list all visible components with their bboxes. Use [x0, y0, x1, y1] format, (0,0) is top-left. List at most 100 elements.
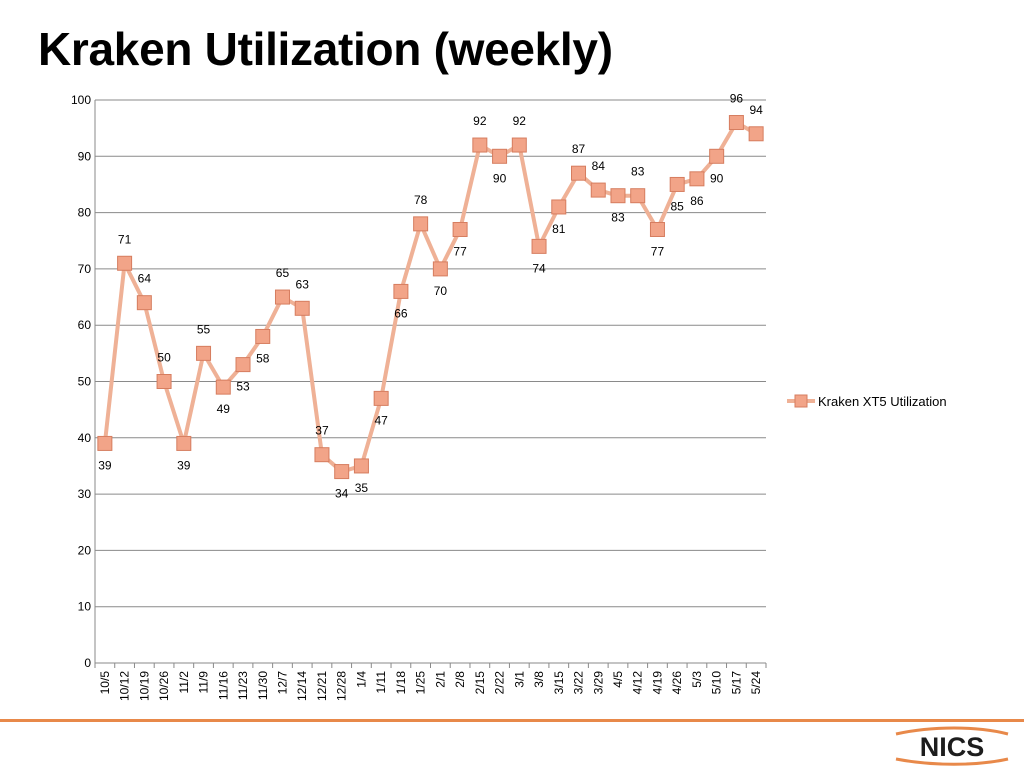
data-label: 74 [532, 261, 546, 275]
data-label: 65 [276, 266, 290, 280]
x-tick-label: 4/12 [631, 671, 645, 695]
data-label: 53 [236, 380, 250, 394]
x-tick-label: 12/21 [315, 671, 329, 701]
x-tick-label: 1/25 [414, 671, 428, 695]
legend-marker-swatch [794, 394, 808, 408]
x-tick-label: 2/22 [493, 671, 507, 695]
data-label: 37 [315, 424, 329, 438]
data-point-marker [630, 188, 646, 204]
data-point-marker [413, 216, 429, 232]
data-point-marker [432, 261, 448, 277]
data-label: 39 [98, 458, 112, 472]
data-point-marker [136, 295, 152, 311]
data-point-marker [728, 115, 744, 131]
data-label: 39 [177, 458, 191, 472]
data-point-marker [255, 328, 271, 344]
data-point-marker [274, 289, 290, 305]
data-point-marker [373, 390, 389, 406]
data-label: 35 [355, 481, 369, 495]
data-label: 96 [730, 92, 744, 106]
x-tick-label: 2/1 [433, 671, 447, 688]
data-point-marker [156, 374, 172, 389]
data-label: 94 [749, 103, 763, 117]
x-tick-label: 11/30 [256, 671, 270, 700]
data-label: 83 [611, 211, 625, 225]
x-tick-label: 12/14 [295, 671, 309, 701]
y-tick-label: 30 [78, 487, 92, 501]
x-tick-label: 11/9 [197, 671, 211, 694]
data-label: 55 [197, 322, 211, 336]
x-tick-label: 3/15 [552, 671, 566, 695]
footer-divider [0, 719, 1024, 722]
slide-title: Kraken Utilization (weekly) [38, 23, 613, 75]
x-tick-label: 11/16 [216, 671, 230, 700]
y-tick-label: 80 [78, 206, 92, 220]
data-point-marker [689, 171, 705, 187]
x-tick-label: 1/4 [354, 671, 368, 688]
nics-logo: NICS [895, 726, 1009, 766]
y-axis-tick-labels: 0 10 20 30 40 50 60 70 80 90 100 [71, 93, 91, 670]
y-tick-label: 40 [78, 431, 92, 445]
legend: Kraken XT5 Utilization [787, 394, 947, 409]
data-point-marker [472, 137, 488, 153]
data-labels: 39 71 64 50 39 55 49 53 58 65 63 37 34 35 47 66 78 70 77 92… [98, 92, 763, 501]
data-point-marker [196, 345, 212, 361]
y-tick-label: 100 [71, 93, 91, 107]
data-label: 78 [414, 193, 428, 207]
x-tick-label: 4/26 [670, 671, 684, 695]
data-label: 77 [651, 244, 665, 258]
data-label: 50 [157, 351, 171, 365]
data-point-marker [334, 464, 350, 480]
legend-label: Kraken XT5 Utilization [818, 394, 947, 409]
data-point-marker [176, 435, 192, 451]
x-tick-label: 12/28 [335, 671, 349, 701]
x-tick-label: 3/1 [512, 671, 526, 688]
data-label: 77 [453, 244, 467, 258]
x-tick-label: 3/22 [572, 671, 586, 695]
data-point-marker [649, 221, 665, 237]
x-tick-label: 5/17 [729, 671, 743, 695]
data-label: 83 [631, 165, 645, 179]
y-tick-label: 70 [78, 262, 92, 276]
data-point-marker [294, 300, 310, 316]
data-label: 81 [552, 222, 566, 236]
data-label: 87 [572, 142, 586, 156]
x-tick-label: 11/23 [236, 671, 250, 700]
data-label: 66 [394, 306, 408, 320]
y-tick-label: 60 [78, 318, 92, 332]
data-label: 92 [473, 114, 487, 128]
x-tick-label: 10/5 [98, 671, 112, 695]
x-tick-label: 4/5 [611, 671, 625, 688]
x-tick-label: 1/11 [374, 671, 388, 694]
data-point-marker [590, 182, 606, 198]
x-tick-label: 10/26 [157, 671, 171, 701]
data-point-marker [669, 176, 685, 192]
data-point-marker [215, 379, 231, 395]
x-tick-label: 2/15 [473, 671, 487, 695]
y-tick-label: 50 [78, 375, 92, 389]
svg-text:NICS: NICS [920, 732, 985, 762]
x-tick-label: 3/8 [532, 671, 546, 688]
data-markers [97, 115, 764, 480]
data-point-marker [353, 458, 369, 474]
data-label: 34 [335, 487, 349, 501]
data-point-marker [531, 238, 547, 254]
data-label: 49 [217, 402, 231, 416]
data-label: 47 [374, 413, 388, 427]
data-point-marker [97, 435, 113, 451]
data-point-marker [117, 255, 133, 271]
x-tick-label: 5/10 [710, 671, 724, 695]
x-tick-label: 10/19 [137, 671, 151, 701]
x-tick-label: 2/8 [453, 671, 467, 688]
x-tick-label: 5/24 [749, 671, 763, 695]
data-label: 84 [592, 159, 606, 173]
x-tick-label: 12/7 [275, 671, 289, 695]
x-tick-label: 3/29 [591, 671, 605, 695]
y-tick-label: 90 [78, 149, 92, 163]
y-tick-label: 20 [78, 543, 92, 557]
x-tick-label: 11/2 [177, 671, 191, 694]
x-tick-label: 4/19 [650, 671, 664, 695]
data-label: 70 [434, 284, 448, 298]
series-line-kraken-xt5 [102, 120, 758, 474]
data-point-marker [393, 283, 409, 299]
